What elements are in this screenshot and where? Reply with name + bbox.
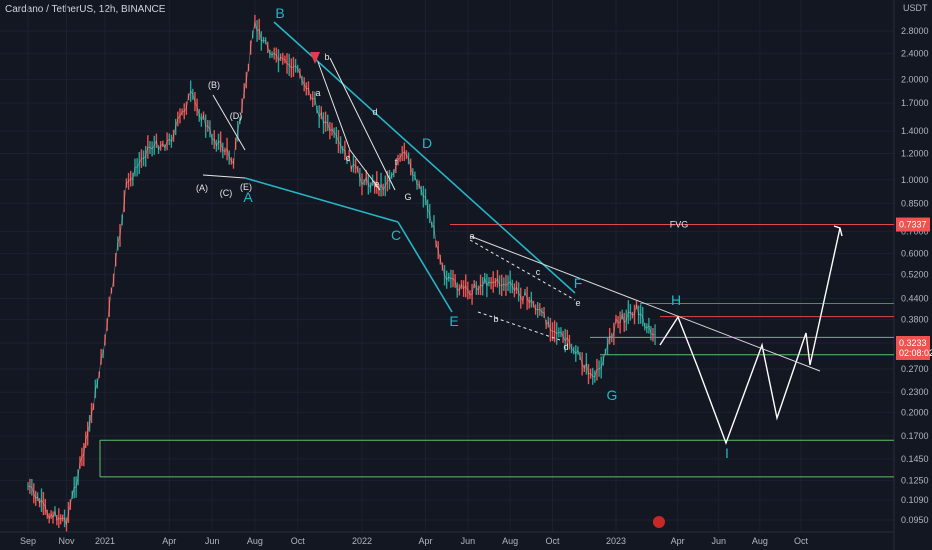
projection-arrowhead — [833, 225, 843, 237]
wave-line — [244, 177, 399, 223]
y-tick-label: 0.0950 — [901, 515, 929, 525]
y-tick-label: 0.1250 — [901, 475, 929, 485]
x-tick-label: Jun — [205, 536, 220, 546]
wave-label: H — [671, 292, 681, 308]
sub-wave-label: c — [346, 153, 351, 163]
wave-label: E — [449, 313, 458, 329]
sub-wave-label: f — [395, 157, 398, 167]
sub-wave-label: G — [404, 192, 411, 202]
x-tick-label: Jun — [461, 536, 476, 546]
wave-label: F — [574, 275, 583, 291]
x-tick-label: Aug — [247, 536, 263, 546]
wave-line — [397, 221, 453, 313]
sub-wave-label: d — [372, 107, 377, 117]
price-tag-label: 0.7337 — [899, 220, 927, 230]
wave-line — [273, 21, 576, 294]
y-tick-label: 0.2700 — [901, 364, 929, 374]
y-tick-label: 1.7000 — [901, 98, 929, 108]
y-tick-label: 0.4400 — [901, 293, 929, 303]
projection-path — [659, 227, 841, 446]
sub-wave-label: (E) — [240, 182, 252, 192]
sub-wave-label: a — [315, 88, 320, 98]
sub-wave-label: d — [563, 342, 568, 352]
sub-wave-label: b — [493, 314, 498, 324]
y-tick-label: 1.4000 — [901, 126, 929, 136]
sell-marker — [310, 52, 320, 64]
sub-wave-label: (B) — [208, 80, 220, 90]
y-tick-label: 2.0000 — [901, 75, 929, 85]
trend-line — [469, 235, 821, 372]
x-tick-label: Aug — [752, 536, 768, 546]
y-tick-label: 1.2000 — [901, 148, 929, 158]
x-tick-label: Apr — [418, 536, 432, 546]
x-tick-label: Aug — [502, 536, 518, 546]
x-tick-label: Oct — [794, 536, 809, 546]
sub-wave-line — [212, 94, 246, 151]
x-tick-label: 2023 — [606, 536, 626, 546]
wave-label: G — [607, 387, 618, 403]
sub-wave-line — [469, 239, 576, 301]
sub-wave-line — [329, 57, 396, 191]
y-tick-label: 2.4000 — [901, 48, 929, 58]
sub-wave-label: (C) — [220, 188, 233, 198]
wave-label: B — [275, 5, 284, 21]
y-tick-label: 0.1450 — [901, 454, 929, 464]
symbol-title: Cardano / TetherUS, 12h, BINANCE — [5, 4, 166, 15]
y-tick-label: 0.6000 — [901, 249, 929, 259]
sub-wave-label: c — [536, 267, 541, 277]
sub-wave-line — [317, 61, 381, 191]
x-tick-label: 2021 — [95, 536, 115, 546]
sub-wave-label: e — [374, 179, 379, 189]
price-tag-label: 0.3233 — [899, 338, 927, 348]
y-tick-label: 0.2300 — [901, 387, 929, 397]
sub-wave-label: b — [324, 52, 329, 62]
x-tick-label: Apr — [671, 536, 685, 546]
y-tick-label: 1.0000 — [901, 175, 929, 185]
countdown-label: 02:08:02 — [899, 348, 932, 358]
y-tick-label: 0.5200 — [901, 269, 929, 279]
price-tag — [896, 335, 930, 360]
x-tick-label: Oct — [291, 536, 306, 546]
sub-wave-line — [477, 311, 561, 341]
x-tick-label: Sep — [20, 536, 36, 546]
wave-label: C — [391, 227, 401, 243]
sub-wave-label: (A) — [196, 183, 208, 193]
y-tick-label: 0.2000 — [901, 407, 929, 417]
fvg-label: FVG — [670, 220, 689, 230]
sub-wave-label: e — [575, 298, 580, 308]
wave-label: I — [725, 445, 729, 461]
price-line — [27, 21, 656, 525]
price-tag — [896, 217, 930, 232]
sub-wave-label: (D) — [230, 111, 243, 121]
unit-label: USDT — [903, 3, 928, 13]
sub-wave-label: a — [469, 231, 474, 241]
x-tick-label: Nov — [58, 536, 75, 546]
y-tick-label: 0.8500 — [901, 198, 929, 208]
x-tick-label: 2022 — [352, 536, 372, 546]
x-tick-label: Apr — [162, 536, 176, 546]
wave-label: A — [243, 189, 253, 205]
sub-wave-line — [202, 174, 246, 179]
y-tick-label: 0.1700 — [901, 431, 929, 441]
y-tick-label: 0.1090 — [901, 495, 929, 505]
y-tick-label: 0.3800 — [901, 315, 929, 325]
y-tick-label: 2.8000 — [901, 26, 929, 36]
event-icon — [653, 516, 665, 528]
wave-label: D — [422, 135, 432, 151]
x-tick-label: Jun — [712, 536, 727, 546]
x-tick-label: Oct — [545, 536, 560, 546]
